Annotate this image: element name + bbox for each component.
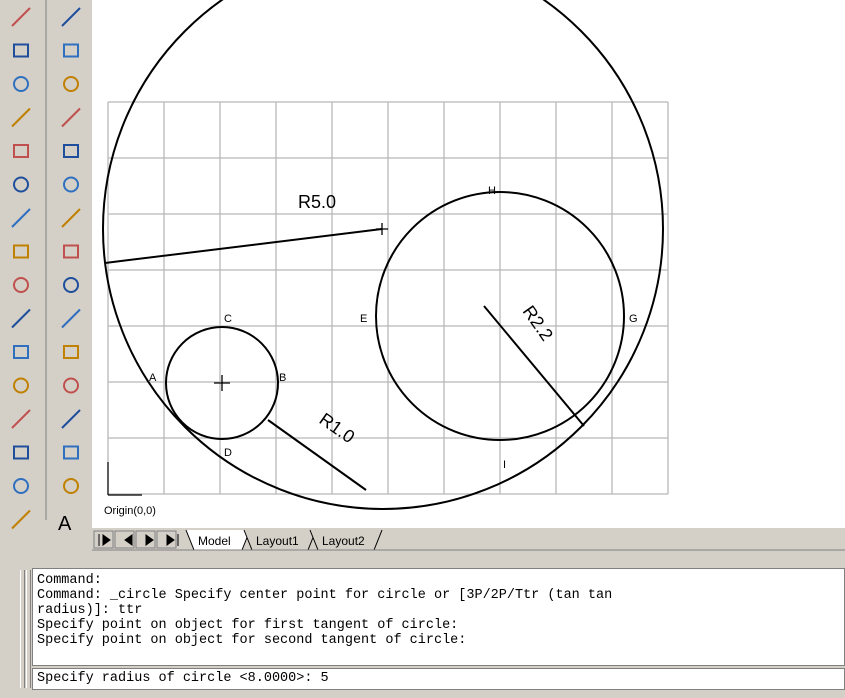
command-line: Specify point on object for second tange…	[37, 633, 844, 648]
point-label: H	[488, 185, 496, 197]
layout-tabs: Model Layout1 Layout2	[186, 530, 382, 550]
grip	[20, 570, 25, 688]
text-tool[interactable]: A	[58, 513, 72, 535]
tab-label[interactable]: Layout1	[256, 534, 299, 548]
origin-label: Origin(0,0)	[104, 505, 156, 517]
tab-label[interactable]: Layout2	[322, 534, 365, 548]
grip	[26, 570, 31, 688]
point-label: B	[279, 372, 286, 384]
workspace: R5.0 R1.0 R2.2 A B C D E G H I Origin(0,…	[0, 0, 845, 560]
tab-nav	[94, 531, 178, 548]
command-line: radius)]: ttr	[37, 603, 844, 618]
point-label: C	[224, 313, 232, 325]
point-label: D	[224, 447, 232, 459]
point-label: A	[149, 372, 157, 384]
cad-window: R5.0 R1.0 R2.2 A B C D E G H I Origin(0,…	[0, 0, 845, 698]
command-line: Specify point on object for first tangen…	[37, 618, 844, 633]
drawing-area	[92, 0, 845, 528]
command-line: Command:	[37, 573, 844, 588]
command-line: Command: _circle Specify center point fo…	[37, 588, 844, 603]
tab-label[interactable]: Model	[198, 534, 231, 548]
command-input[interactable]: Specify radius of circle <8.0000>: 5	[32, 668, 845, 690]
point-label: G	[629, 313, 638, 325]
command-history: Command:Command: _circle Specify center …	[32, 568, 845, 666]
dimension-label: R5.0	[298, 192, 336, 212]
point-label: E	[360, 313, 367, 325]
point-label: I	[503, 459, 506, 471]
